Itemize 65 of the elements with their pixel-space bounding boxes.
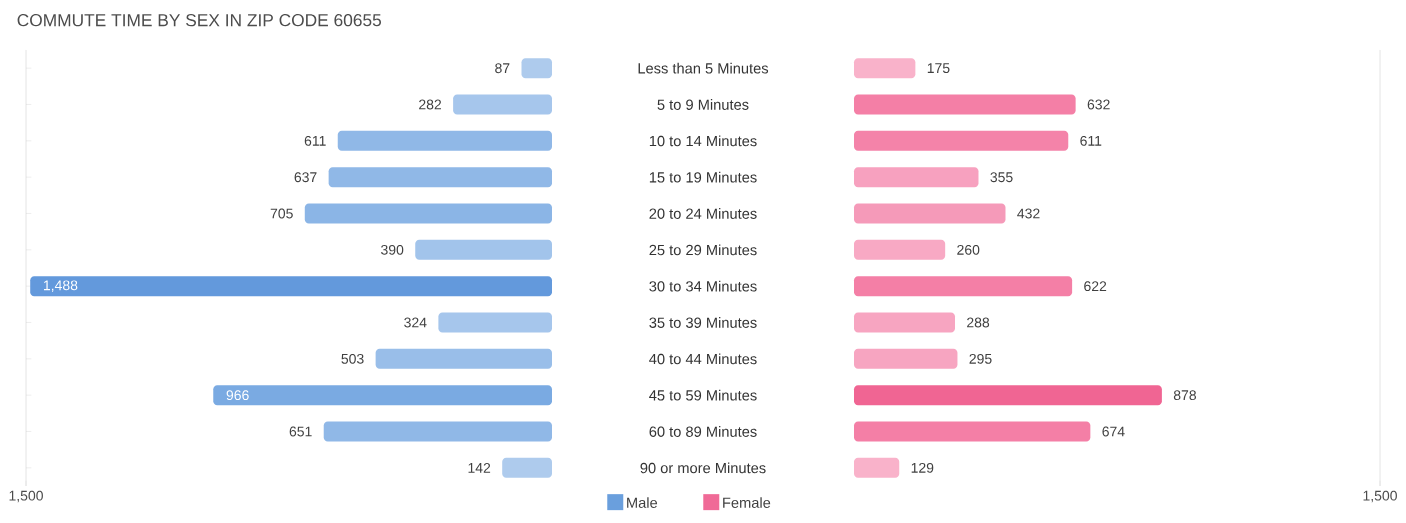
bar (854, 58, 916, 79)
data-label: 878 (1173, 390, 1197, 401)
bar (854, 312, 955, 333)
bar (30, 276, 552, 297)
y-tick-label: 30 to 34 Minutes (649, 280, 757, 292)
data-label: 705 (270, 208, 293, 219)
bar (854, 276, 1073, 297)
bar (854, 348, 958, 369)
y-tick-label: 45 to 59 Minutes (649, 389, 757, 401)
legend-label: Female (723, 497, 771, 508)
bar (438, 312, 552, 333)
y-tick-label: 25 to 29 Minutes (649, 244, 757, 256)
data-label: 355 (990, 172, 1013, 183)
x-tick-label: 1,500 (9, 490, 43, 503)
data-label: 390 (381, 244, 404, 255)
bar (854, 239, 946, 260)
data-label: 622 (1084, 281, 1107, 292)
legend-label: Male (627, 497, 658, 508)
bar (304, 203, 552, 224)
bar (213, 385, 552, 406)
data-label: 282 (419, 99, 442, 110)
bar (854, 167, 979, 188)
y-tick-label: 15 to 19 Minutes (649, 171, 757, 183)
y-tick-label: Less than 5 Minutes (638, 62, 769, 74)
data-label: 295 (969, 353, 992, 364)
data-label: 175 (927, 63, 950, 74)
y-tick-label: 35 to 39 Minutes (649, 317, 757, 328)
y-tick-label: 40 to 44 Minutes (649, 353, 757, 365)
bar (502, 457, 552, 478)
data-label: 611 (1080, 135, 1102, 146)
data-label: 324 (404, 317, 427, 328)
y-tick-label: 10 to 14 Minutes (649, 135, 757, 147)
data-label: 503 (341, 353, 364, 364)
bar (521, 58, 552, 79)
data-label: 288 (967, 317, 990, 328)
data-label: 632 (1087, 99, 1110, 110)
bar (323, 421, 552, 442)
data-label: 1,488 (43, 280, 78, 292)
y-tick-label: 60 to 89 Minutes (649, 426, 757, 437)
data-label: 611 (304, 135, 326, 146)
bar (453, 94, 552, 115)
data-label: 260 (957, 244, 980, 255)
x-tick-label: 1,500 (1363, 490, 1397, 503)
bar (854, 421, 1091, 442)
data-label: 142 (468, 462, 491, 473)
data-label: 674 (1102, 426, 1125, 437)
bar (854, 94, 1076, 115)
y-tick-label: 20 to 24 Minutes (649, 208, 757, 219)
data-label: 87 (495, 63, 510, 74)
chart-title: COMMUTE TIME BY SEX IN ZIP CODE 60655 (17, 14, 382, 27)
data-label: 129 (911, 462, 934, 473)
bar (854, 130, 1069, 151)
data-label: 966 (226, 390, 249, 401)
data-label: 637 (294, 172, 317, 183)
data-label: 651 (289, 426, 312, 437)
bar (854, 385, 1162, 406)
bar (854, 457, 900, 478)
bar (375, 348, 552, 369)
data-label: 432 (1017, 208, 1040, 219)
bar (854, 203, 1006, 224)
y-tick-label: 5 to 9 Minutes (657, 99, 749, 110)
bar (415, 239, 552, 260)
y-tick-label: 90 or more Minutes (640, 462, 766, 474)
bar (337, 130, 552, 151)
bar (328, 167, 552, 188)
